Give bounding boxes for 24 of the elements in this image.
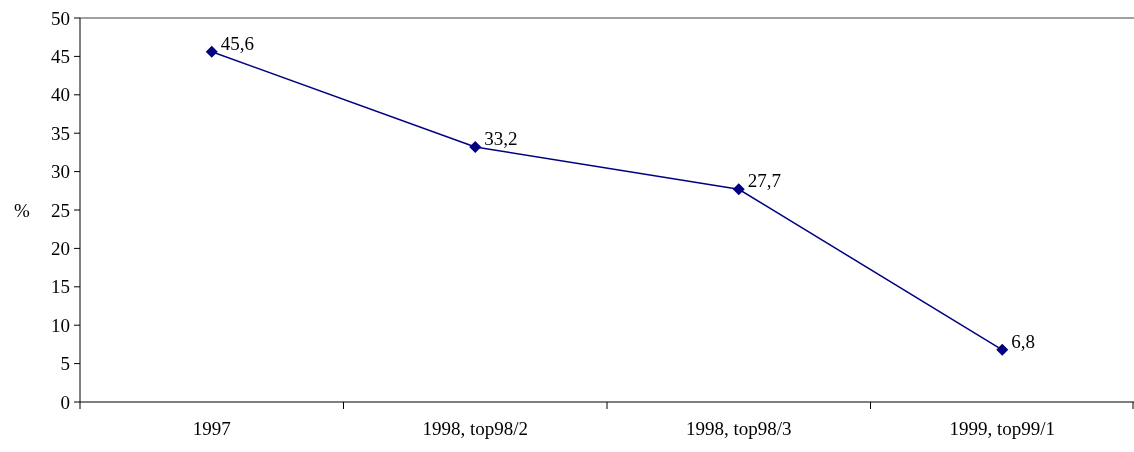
y-tick-label: 50 (51, 7, 70, 29)
y-tick-label: 10 (51, 314, 70, 336)
y-tick-label: 40 (51, 84, 70, 106)
point (996, 343, 1009, 356)
x-tick-label: 1997 (192, 418, 231, 439)
data-label: 6,8 (1011, 330, 1035, 352)
y-tick-label: 45 (51, 46, 70, 68)
point (732, 183, 745, 196)
x-tick-label: 1999, top99/1 (949, 418, 1056, 439)
y-tick-label: 15 (51, 276, 70, 298)
y-tick-label: 0 (60, 391, 70, 413)
x-tick-label: 1998, top98/3 (685, 418, 792, 439)
x-tick-label: 1998, top98/2 (422, 418, 529, 439)
y-axis-title: % (14, 199, 31, 221)
data-label: 45,6 (220, 32, 254, 54)
data-label: 33,2 (484, 128, 518, 150)
data-label: 27,7 (747, 170, 781, 192)
y-tick-label: 20 (51, 238, 70, 260)
y-tick-label: 25 (51, 199, 70, 221)
y-tick-label: 35 (51, 122, 70, 144)
point (469, 141, 482, 154)
y-tick-label: 5 (60, 353, 70, 375)
point (205, 45, 218, 58)
y-tick-label: 30 (51, 161, 70, 183)
